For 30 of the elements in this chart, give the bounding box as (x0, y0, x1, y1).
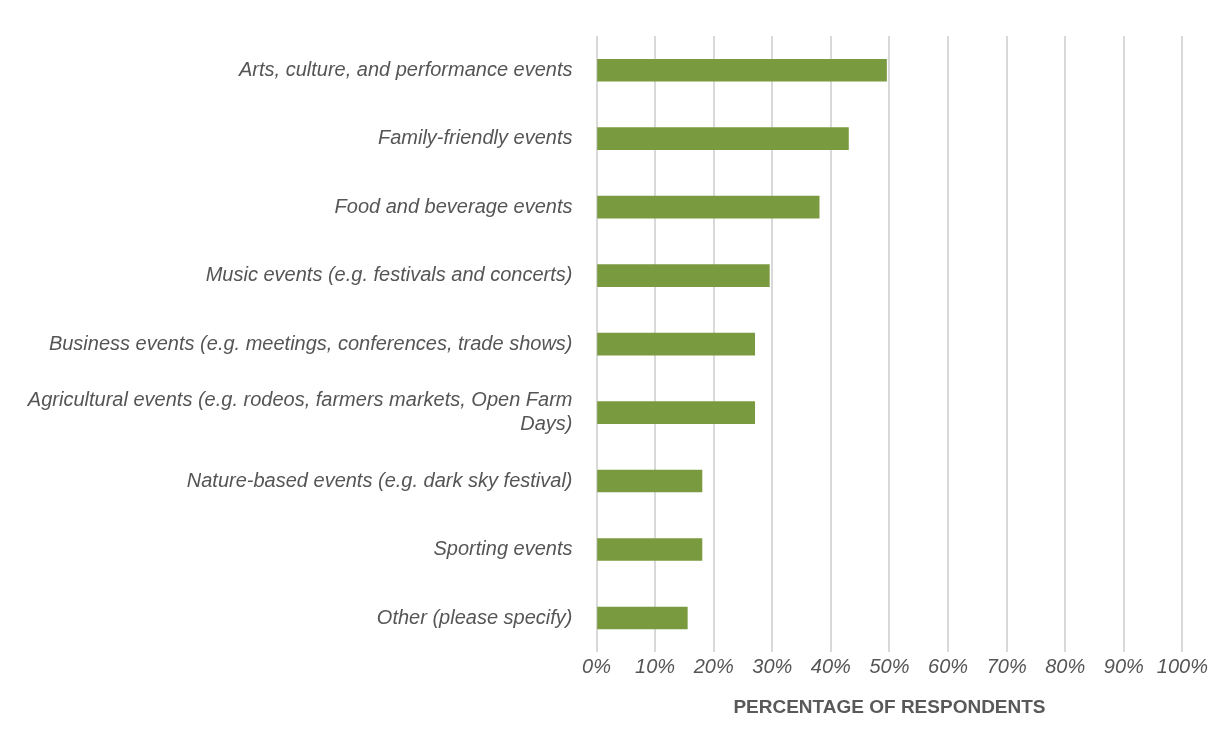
x-tick-label: 40% (810, 654, 851, 677)
x-tick-label: 70% (986, 654, 1027, 677)
bar (597, 332, 756, 356)
bar (597, 58, 887, 82)
x-tick-label: 0% (582, 654, 611, 677)
y-tick-label: Music events (e.g. festivals and concerts) (205, 263, 573, 286)
y-tick-label: Arts, culture, and performance events (238, 57, 573, 80)
y-tick-label: Food and beverage events (334, 194, 573, 217)
bar (597, 469, 703, 493)
x-tick-label: 60% (928, 654, 969, 677)
x-tick-label: 100% (1156, 654, 1208, 677)
bar (597, 606, 688, 630)
x-tick-label: 90% (1103, 654, 1144, 677)
bar (597, 401, 756, 424)
bar (597, 195, 820, 219)
bar (597, 538, 703, 561)
y-tick-label: Business events (e.g. meetings, conferences, trade shows) (48, 331, 573, 354)
bar (597, 264, 770, 287)
x-tick-label: 10% (635, 654, 676, 677)
x-axis-title: PERCENTAGE OF RESPONDENTS (733, 695, 1046, 717)
y-tick-label: Family-friendly events (377, 126, 573, 149)
x-tick-label: 20% (692, 654, 734, 677)
x-tick-label: 50% (869, 654, 910, 677)
y-tick-label: Agricultural events (e.g. rodeos, farmers markets, Open Farm Days) (26, 388, 573, 435)
x-tick-label: 30% (752, 654, 793, 677)
x-tick-label: 80% (1045, 654, 1086, 677)
y-tick-label: Sporting events (433, 537, 573, 560)
y-tick-label: Nature-based events (e.g. dark sky festival) (186, 468, 573, 491)
bar (597, 127, 849, 151)
y-tick-label: Other (please specify) (376, 605, 573, 628)
